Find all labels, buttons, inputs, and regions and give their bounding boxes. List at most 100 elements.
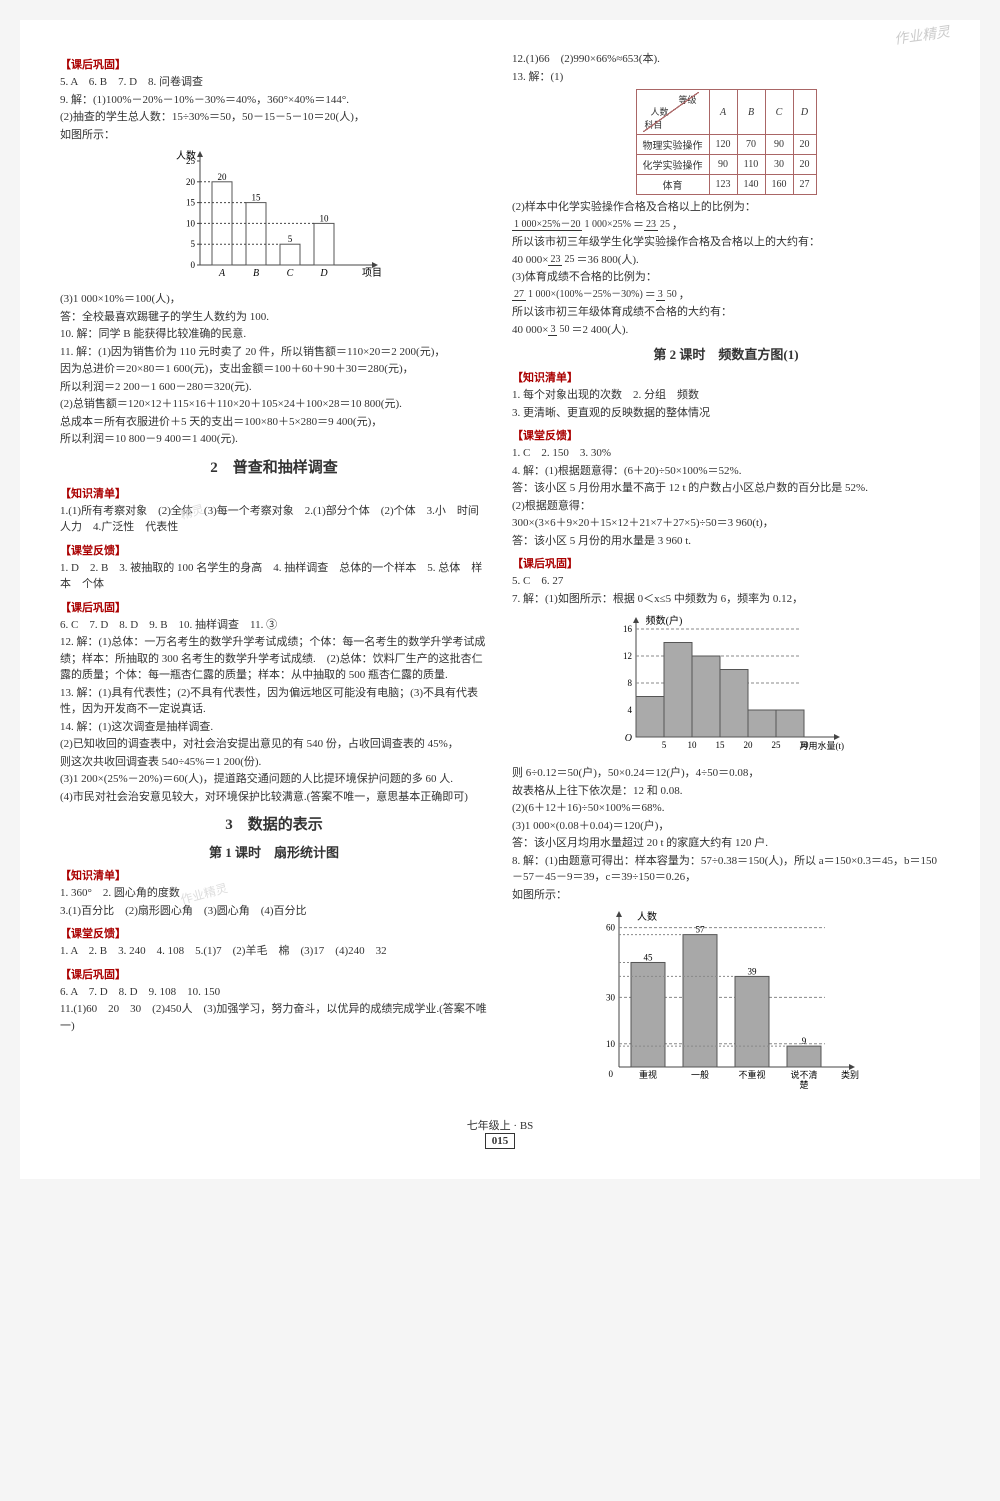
line: (2)(6＋12＋16)÷50×100%＝68%. <box>512 800 940 817</box>
svg-text:39: 39 <box>748 966 758 976</box>
page: 作业精灵 【课后巩固】 5. A 6. B 7. D 8. 问卷调查 9. 解：… <box>20 20 980 1179</box>
left-col: 【课后巩固】 5. A 6. B 7. D 8. 问卷调查 9. 解：(1)10… <box>60 50 488 1101</box>
line: 1. 360° 2. 圆心角的度数 <box>60 885 488 902</box>
sec7-title: 【课后巩固】 <box>60 966 488 982</box>
line: 答：该小区 5 月份的用水量是 3 960 t. <box>512 533 940 550</box>
line: 4. 解：(1)根据题意得：(6＋20)÷50×100%＝52%. <box>512 463 940 480</box>
svg-text:5: 5 <box>288 234 293 244</box>
svg-text:O: O <box>625 733 632 744</box>
sec5-title: 【知识清单】 <box>60 867 488 883</box>
line: 300×(3×6＋9×20＋15×12＋21×7＋27×5)÷50＝3 960(… <box>512 515 940 532</box>
svg-text:4: 4 <box>628 705 633 715</box>
svg-text:16: 16 <box>623 624 633 634</box>
sec1-title: 【课后巩固】 <box>60 56 488 72</box>
svg-text:0: 0 <box>191 260 196 270</box>
svg-text:类别: 类别 <box>841 1069 859 1080</box>
line: 1. C 2. 150 3. 30% <box>512 445 940 462</box>
svg-text:30: 30 <box>606 992 616 1002</box>
svg-text:不重视: 不重视 <box>738 1069 765 1080</box>
line: 答：该小区 5 月份用水量不高于 12 t 的户数占小区总户数的百分比是 52%… <box>512 480 940 497</box>
svg-text:说不清: 说不清 <box>790 1069 817 1080</box>
line: 11.(1)60 20 30 (2)450人 (3)加强学习，努力奋斗，以优异的… <box>60 1001 488 1034</box>
line: 所以该市初三年级体育成绩不合格的大约有： <box>512 304 940 321</box>
line: 12.(1)66 (2)990×66%≈653(本). <box>512 51 940 68</box>
line: 1. D 2. B 3. 被抽取的 100 名学生的身高 4. 抽样调查 总体的… <box>60 560 488 593</box>
svg-text:8: 8 <box>628 678 633 688</box>
line: (3)1 000×(0.08＋0.04)＝120(户)， <box>512 818 940 835</box>
svg-text:15: 15 <box>186 198 196 208</box>
svg-text:人数: 人数 <box>637 910 657 923</box>
line: (2)样本中化学实验操作合格及合格以上的比例为： <box>512 199 940 216</box>
svg-text:10: 10 <box>320 213 330 223</box>
line: (2)抽查的学生总人数：15÷30%＝50，50－15－5－10＝20(人)， <box>60 109 488 126</box>
svg-text:60: 60 <box>606 923 616 933</box>
svg-text:10: 10 <box>606 1039 616 1049</box>
svg-text:12: 12 <box>623 651 632 661</box>
line: 1. 每个对象出现的次数 2. 分组 频数 <box>512 387 940 404</box>
line: 故表格从上往下依次是：12 和 0.08. <box>512 783 940 800</box>
line: 13. 解：(1)具有代表性；(2)不具有代表性，因为偏远地区可能没有电脑；(3… <box>60 685 488 718</box>
svg-text:C: C <box>287 268 294 279</box>
line: 6. A 7. D 8. D 9. 108 10. 150 <box>60 984 488 1001</box>
svg-text:重视: 重视 <box>639 1069 657 1080</box>
svg-text:项目: 项目 <box>362 267 382 279</box>
sec8-title: 【知识清单】 <box>512 369 940 385</box>
svg-text:A: A <box>218 268 226 279</box>
sec10-title: 【课后巩固】 <box>512 555 940 571</box>
watermark: 作业精灵 <box>893 21 951 49</box>
line: 所以该市初三年级学生化学实验操作合格及合格以上的大约有： <box>512 234 940 251</box>
footer-text: 七年级上 · BS <box>60 1117 940 1133</box>
line: 答：该小区月均用水量超过 20 t 的家庭大约有 120 户. <box>512 835 940 852</box>
line: 8. 解：(1)由题意可得出：样本容量为：57÷0.38＝150(人)，所以 a… <box>512 853 940 886</box>
svg-text:5: 5 <box>191 239 196 249</box>
svg-text:15: 15 <box>716 740 726 750</box>
line: 如图所示： <box>60 127 488 144</box>
line: 10. 解：同学 B 能获得比较准确的民意. <box>60 326 488 343</box>
line: 所以利润＝10 800－9 400＝1 400(元). <box>60 431 488 448</box>
frac-line: 40 000×350＝2 400(人). <box>512 322 940 339</box>
line: 则这次共收回调查表 540÷45%＝1 200(份). <box>60 754 488 771</box>
line: 11. 解：(1)因为销售价为 110 元时卖了 20 件，所以销售额＝110×… <box>60 344 488 361</box>
sec2-title: 【知识清单】 <box>60 485 488 501</box>
svg-text:月用水量(t): 月用水量(t) <box>800 740 845 751</box>
bar-chart-1: 人数051015202520A15B5C10D项目 <box>164 147 384 287</box>
line: (2)总销售额＝120×12＋115×16＋110×20＋105×24＋100×… <box>60 396 488 413</box>
line: (3)1 000×10%＝100(人)， <box>60 291 488 308</box>
svg-text:20: 20 <box>218 172 228 182</box>
svg-text:5: 5 <box>662 740 667 750</box>
line: 答：全校最喜欢踢毽子的学生人数约为 100. <box>60 309 488 326</box>
columns: 【课后巩固】 5. A 6. B 7. D 8. 问卷调查 9. 解：(1)10… <box>60 50 940 1101</box>
footer: 七年级上 · BS 015 <box>60 1117 940 1149</box>
heading-2: 2 普查和抽样调查 <box>60 456 488 477</box>
bar-chart-3: 人数103060045重视57一般39不重视9说不清楚类别 <box>591 907 861 1097</box>
svg-text:一般: 一般 <box>691 1069 709 1080</box>
sec9-title: 【课堂反馈】 <box>512 427 940 443</box>
line: 总成本＝所有衣服进价＋5 天的支出＝100×80＋5×280＝9 400(元)， <box>60 414 488 431</box>
svg-text:D: D <box>319 268 328 279</box>
line: 9. 解：(1)100%－20%－10%－30%＝40%，360°×40%＝14… <box>60 92 488 109</box>
line: 1. A 2. B 3. 240 4. 108 5.(1)7 (2)羊毛 棉 (… <box>60 943 488 960</box>
line: 1.(1)所有考察对象 (2)全体 (3)每一个考察对象 2.(1)部分个体 (… <box>60 503 488 536</box>
sec3-title: 【课堂反馈】 <box>60 542 488 558</box>
line: 12. 解：(1)总体：一万名考生的数学升学考试成绩；个体：每一名考生的数学升学… <box>60 634 488 684</box>
svg-text:20: 20 <box>186 177 196 187</box>
subheading-2: 第 2 课时 频数直方图(1) <box>512 344 940 363</box>
line: 6. C 7. D 8. D 9. B 10. 抽样调查 11. ③ <box>60 617 488 634</box>
sec6-title: 【课堂反馈】 <box>60 925 488 941</box>
sec4-title: 【课后巩固】 <box>60 599 488 615</box>
line: (2)已知收回的调查表中，对社会治安提出意见的有 540 份，占收回调查表的 4… <box>60 736 488 753</box>
right-col: 12.(1)66 (2)990×66%≈653(本). 13. 解：(1) 等级… <box>512 50 940 1101</box>
subheading-1: 第 1 课时 扇形统计图 <box>60 842 488 861</box>
line: (3)体育成绩不合格的比例为： <box>512 269 940 286</box>
svg-text:10: 10 <box>186 218 196 228</box>
page-number: 015 <box>485 1133 516 1149</box>
svg-text:20: 20 <box>744 740 754 750</box>
line: 则 6÷0.12＝50(户)，50×0.24＝12(户)，4÷50＝0.08， <box>512 765 940 782</box>
line: (4)市民对社会治安意见较大，对环境保护比较满意.(答案不唯一，意思基本正确即可… <box>60 789 488 806</box>
svg-text:9: 9 <box>802 1036 807 1046</box>
frac-line: 1 000×25%－201 000×25%＝2325， <box>512 217 940 234</box>
svg-text:25: 25 <box>772 740 782 750</box>
svg-text:0: 0 <box>609 1069 614 1079</box>
heading-3: 3 数据的表示 <box>60 813 488 834</box>
line: 3. 更清晰、更直观的反映数据的整体情况 <box>512 405 940 422</box>
